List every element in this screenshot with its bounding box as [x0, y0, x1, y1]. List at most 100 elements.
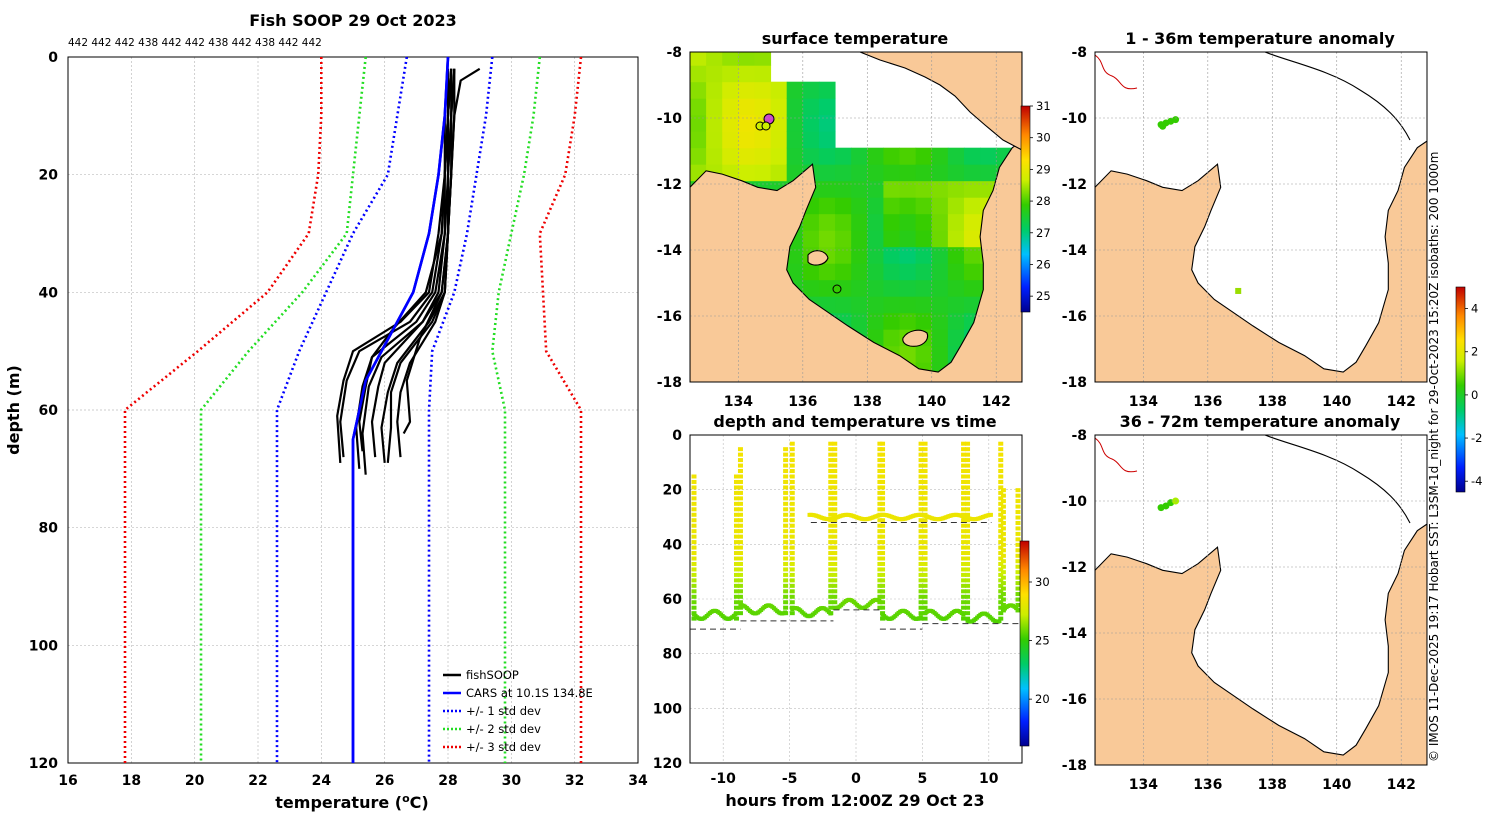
- cast-sample: [737, 583, 743, 588]
- cast-sample: [1015, 586, 1021, 591]
- cast-sample: [961, 600, 967, 605]
- cast-sample: [783, 567, 789, 572]
- cast-sample: [998, 589, 1004, 594]
- cast-sample: [918, 594, 924, 599]
- cast-sample: [828, 529, 834, 534]
- sst-cell: [706, 65, 723, 83]
- cast-sample: [1015, 526, 1021, 531]
- sst-cell: [835, 296, 852, 314]
- sst-cell: [722, 98, 739, 116]
- map-lon-tick: 134: [724, 394, 753, 410]
- cast-sample: [832, 578, 838, 583]
- sst-cell: [915, 164, 933, 182]
- cast-sample: [877, 583, 883, 588]
- profile-x-tick: 34: [628, 773, 648, 789]
- cast-sample: [783, 534, 789, 539]
- sst-cell: [963, 279, 981, 297]
- bottom-sample: [828, 611, 833, 616]
- sst-cell: [883, 164, 901, 182]
- cast-sample: [733, 534, 739, 539]
- sst-cell: [851, 246, 868, 264]
- map-lon-tick: 140: [1322, 394, 1351, 410]
- dt-y-tick: 80: [663, 647, 683, 663]
- anomaly-shallow-png-coast: [1095, 54, 1138, 90]
- sst-cell: [963, 180, 981, 198]
- cast-sample: [1000, 548, 1006, 553]
- cast-sample: [961, 474, 967, 479]
- cast-sample: [998, 490, 1004, 495]
- cast-sample: [789, 447, 795, 452]
- sst-title: surface temperature: [762, 29, 949, 48]
- cast-sample: [877, 545, 883, 550]
- sst-cell: [722, 114, 739, 132]
- bottom-sample: [997, 619, 1002, 624]
- bottom-sample: [961, 612, 966, 617]
- cast-sample: [918, 458, 924, 463]
- cast-sample: [998, 567, 1004, 572]
- cast-sample: [998, 452, 1004, 457]
- cast-sample: [965, 474, 971, 479]
- cast-sample: [828, 567, 834, 572]
- sst-cell: [722, 81, 739, 99]
- cast-sample: [877, 490, 883, 495]
- cast-sample: [832, 507, 838, 512]
- cast-sample: [877, 458, 883, 463]
- cast-sample: [828, 572, 834, 577]
- dt-y-tick: 20: [663, 483, 683, 499]
- map-lat-tick: -10: [657, 111, 683, 127]
- cars-mean-line: [351, 56, 450, 763]
- cast-sample: [733, 556, 739, 561]
- sst-cell: [835, 197, 852, 215]
- sst-cell: [867, 147, 884, 165]
- map-lat-tick: -16: [1062, 692, 1087, 708]
- sst-cell: [915, 345, 933, 363]
- bottom-sample: [918, 615, 923, 620]
- cast-sample: [783, 496, 789, 501]
- sst-cell: [738, 81, 755, 99]
- sst-cell: [722, 52, 739, 66]
- cast-sample: [965, 534, 971, 539]
- cast-sample: [1015, 531, 1021, 536]
- cast-sample: [880, 458, 886, 463]
- cast-sample: [922, 474, 928, 479]
- cast-sample: [1015, 488, 1021, 493]
- sst-cell: [818, 98, 836, 116]
- cast-sample: [1000, 570, 1006, 575]
- cast-sample: [880, 452, 886, 457]
- cast-sample: [918, 447, 924, 452]
- cast-sample: [691, 501, 697, 506]
- cast-sample: [965, 496, 971, 501]
- profile-title: Fish SOOP 29 Oct 2023: [249, 11, 457, 30]
- cast-sample: [922, 447, 928, 452]
- sst-cell: [915, 230, 933, 248]
- cast-sample: [832, 551, 838, 556]
- cast-sample: [1000, 597, 1006, 602]
- cast-sample: [733, 589, 739, 594]
- profile-x-tick: 20: [185, 773, 205, 789]
- cast-sample: [828, 485, 834, 490]
- anomaly-deep-title: 36 - 72m temperature anomaly: [1120, 412, 1401, 431]
- anomaly-deep-axes-box: [1094, 434, 1428, 766]
- sst-cell: [867, 164, 884, 182]
- cast-sample: [918, 567, 924, 572]
- cast-sample: [1000, 553, 1006, 558]
- cast-sample: [832, 458, 838, 463]
- sst-cell: [915, 279, 933, 297]
- sst-cell: [899, 147, 917, 165]
- cast-sample: [789, 474, 795, 479]
- cast-sample: [965, 583, 971, 588]
- sst-cell: [947, 164, 965, 182]
- cast-sample: [789, 496, 795, 501]
- cast-sample: [918, 545, 924, 550]
- cast-sample: [918, 479, 924, 484]
- cast-sample: [1015, 597, 1021, 602]
- cast-sample: [737, 501, 743, 506]
- cast-sample: [880, 589, 886, 594]
- map-lat-tick: -18: [657, 375, 682, 391]
- cast-sample: [998, 523, 1004, 528]
- cast-sample: [789, 485, 795, 490]
- cast-sample: [922, 529, 928, 534]
- profile-legend: fishSOOP CARS at 10.1S 134.8E +/- 1 std de…: [443, 668, 593, 754]
- dt-y-tick: 100: [653, 701, 682, 717]
- cast-sample: [737, 485, 743, 490]
